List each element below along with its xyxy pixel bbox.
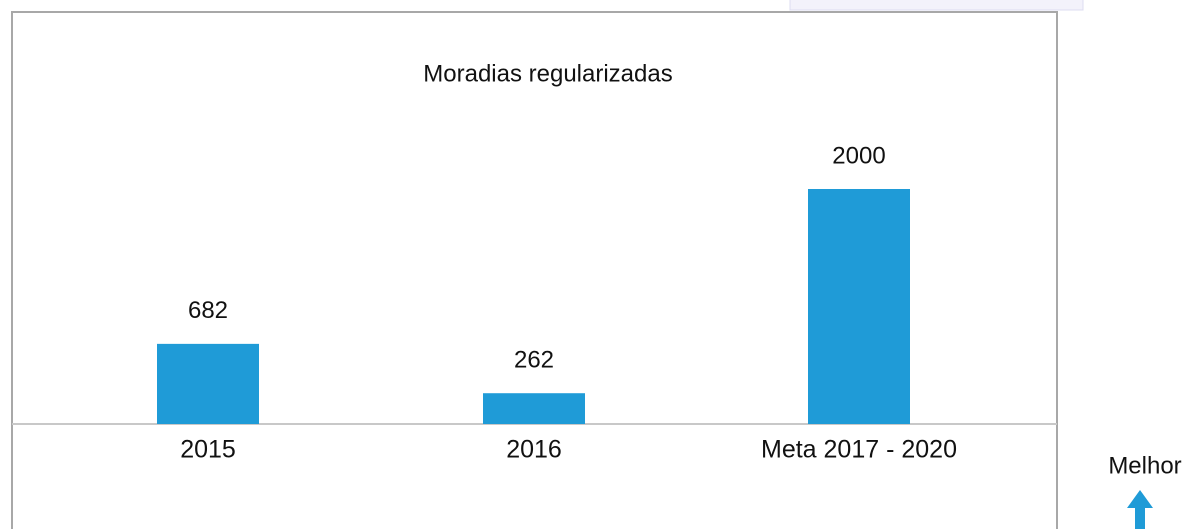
annotation: Melhor (1108, 452, 1181, 479)
top-panel (789, 0, 1084, 11)
chart-title: Moradias regularizadas (423, 60, 672, 87)
bar (483, 393, 585, 424)
value-label: 262 (514, 347, 554, 374)
value-label: 682 (188, 297, 228, 324)
value-label: 2000 (832, 142, 885, 169)
bar (157, 343, 259, 424)
x-tick-label: 2016 (506, 436, 562, 464)
x-tick-label: Meta 2017 - 2020 (761, 436, 957, 464)
bar (808, 189, 910, 424)
x-tick-label: 2015 (180, 436, 236, 464)
better-arrow (1127, 490, 1153, 529)
